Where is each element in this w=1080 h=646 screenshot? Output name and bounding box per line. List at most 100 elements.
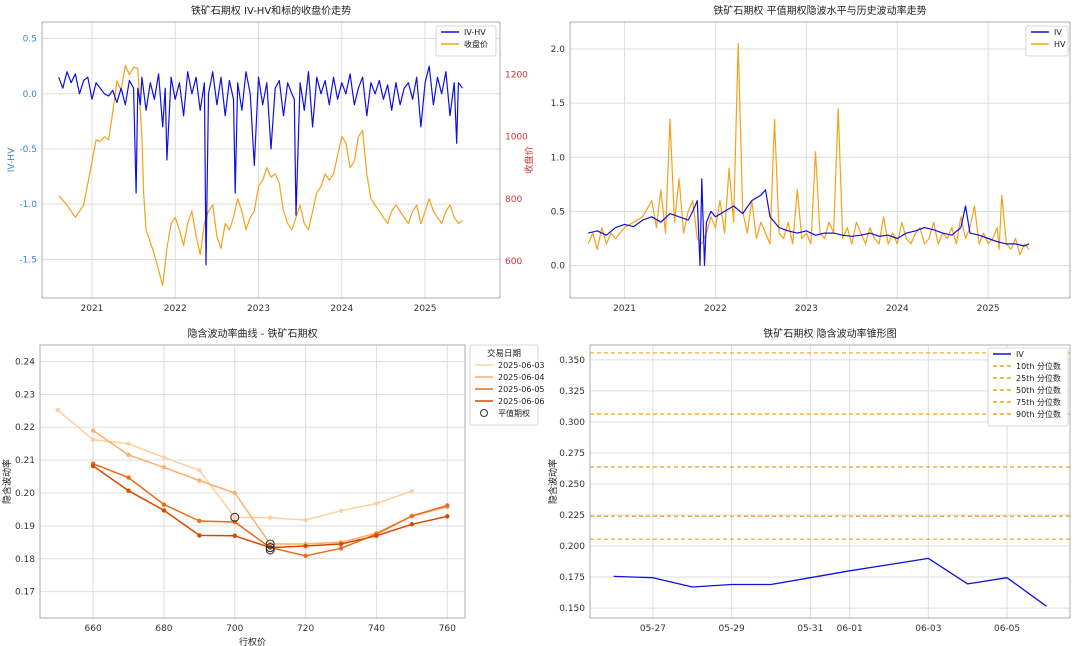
- legend-box: [1025, 25, 1069, 57]
- y-tick-label: 0.200: [559, 542, 585, 552]
- y-tick-label: 0.0: [23, 90, 38, 100]
- iv-smile-point: [232, 490, 237, 496]
- x-tick-label: 2024: [886, 304, 909, 314]
- iv-smile-point: [161, 502, 167, 507]
- iv-hv-close-chart: 2021 2022 2023 2024 2025 -1.5 -1.0 -0.5 0.0 0.5 铁矿…: [7, 4, 535, 314]
- y-right-axis-label: 收盘价: [523, 146, 535, 173]
- iv-cone-line: [613, 557, 1047, 607]
- legend-box: [987, 347, 1069, 427]
- legend-box: [435, 25, 497, 57]
- x-tick-label: 06-01: [837, 624, 863, 634]
- iv-smile-point: [197, 518, 202, 524]
- iv-smile-point: [374, 533, 379, 538]
- x-tick-label: 06-05: [994, 624, 1020, 634]
- y-tick-label: 0.5: [551, 207, 565, 217]
- x-tick-label: 2025: [414, 304, 437, 314]
- x-tick-label: 700: [226, 624, 243, 634]
- chart-title: 铁矿石期权 平值期权隐波水平与历史波动率走势: [713, 4, 926, 17]
- x-tick-label: 2022: [704, 304, 727, 314]
- atm-point: [265, 543, 275, 553]
- x-tick-label: 05-29: [719, 624, 745, 634]
- y-tick-label: 1.5: [551, 99, 565, 109]
- iv-smile-point: [197, 468, 202, 473]
- hv-line: [587, 42, 1030, 256]
- plot-area: [40, 345, 465, 618]
- iv-smile-point: [126, 475, 131, 480]
- y-tick-label: 0.225: [559, 511, 585, 521]
- iv-smile-point: [338, 508, 344, 513]
- iv-smile-point: [338, 541, 344, 547]
- y-right-tick-label: 1000: [505, 133, 528, 143]
- iv-smile-chart: 660 680 700 720 740 760 0.17 0.18 0.19 0.20 0.21 0.…: [1, 327, 545, 646]
- x-tick-label: 680: [155, 624, 172, 634]
- iv-cone-chart: 05-27 05-29 05-31 06-01 06-03 06-05 0.150 0.175…: [547, 327, 1071, 634]
- y-tick-label: -0.5: [19, 145, 37, 155]
- y-tick-label: 1.0: [551, 153, 566, 163]
- iv-smile-point: [232, 533, 237, 538]
- legend-marker: [480, 409, 488, 417]
- x-tick-label: 2023: [247, 304, 270, 314]
- iv-smile-point: [197, 478, 202, 483]
- atm-point: [230, 512, 240, 522]
- atm-point: [265, 545, 275, 555]
- x-tick-label: 06-03: [915, 624, 941, 634]
- iv-smile-point: [409, 488, 415, 494]
- y-tick-label: 0.5: [23, 35, 37, 45]
- plot-frame: [569, 21, 1071, 299]
- x-tick-label: 2022: [164, 304, 187, 314]
- legend-label: IV: [1054, 28, 1062, 37]
- legend-label: 50th 分位数: [1016, 385, 1061, 395]
- legend-label: 2025-06-05: [498, 385, 545, 394]
- legend-label: 90th 分位数: [1016, 409, 1061, 419]
- legend-label: 平值期权: [498, 408, 530, 418]
- close-price-line: [58, 64, 463, 287]
- legend-label: IV: [1016, 350, 1024, 359]
- plot-frame: [39, 344, 466, 619]
- iv-smile-point: [409, 522, 415, 527]
- legend-label: 2025-06-04: [498, 373, 545, 382]
- plot-frame: [589, 344, 1071, 619]
- chart-title: 隐含波动率曲线 - 铁矿石期权: [188, 327, 318, 340]
- iv-smile-point: [161, 455, 167, 460]
- x-tick-label: 2025: [977, 304, 1000, 314]
- plot-area: [42, 22, 500, 298]
- y-tick-label: 0.150: [559, 604, 585, 614]
- atm-iv-hv-chart: 2021 2022 2023 2024 2025 0.0 0.5 1.0 1.5 2.0 铁矿石期权…: [551, 4, 1071, 314]
- x-tick-label: 05-27: [640, 624, 666, 634]
- x-tick-label: 05-31: [797, 624, 823, 634]
- legend-label: 收盘价: [464, 39, 488, 49]
- x-tick-label: 2024: [330, 304, 353, 314]
- legend-label: 10th 分位数: [1016, 361, 1061, 371]
- iv-smile-point: [161, 508, 167, 513]
- y-axis-label: IV-HV: [7, 147, 17, 172]
- x-tick-label: 720: [297, 624, 314, 634]
- iv-smile-point: [303, 553, 308, 559]
- legend-label: HV: [1054, 40, 1066, 49]
- iv-smile-point: [268, 515, 273, 520]
- chart-title: 铁矿石期权 隐含波动率锥形图: [763, 327, 896, 340]
- iv-smile-point: [445, 503, 450, 508]
- iv-smile-point: [409, 513, 415, 519]
- y-tick-label: 0.23: [15, 390, 35, 400]
- y-tick-label: 0.18: [15, 555, 35, 565]
- legend-label: 2025-06-03: [498, 361, 545, 370]
- y-tick-label: 0.350: [559, 356, 585, 366]
- iv-smile-point: [338, 546, 344, 551]
- legend-label: 2025-06-06: [498, 397, 545, 406]
- x-tick-label: 2021: [613, 304, 636, 314]
- atm-point: [265, 539, 275, 549]
- y-tick-label: 0.300: [559, 418, 585, 428]
- y-right-tick-label: 1200: [505, 71, 528, 81]
- y-tick-label: 2.0: [551, 45, 566, 55]
- y-axis-label: 隐含波动率: [1, 459, 13, 504]
- iv-smile-point: [90, 437, 96, 442]
- iv-smile-point: [161, 465, 167, 470]
- x-tick-label: 2021: [81, 304, 104, 314]
- y-right-tick-label: 600: [505, 257, 522, 267]
- legend-label: 75th 分位数: [1016, 397, 1061, 407]
- x-axis-label: 行权价: [239, 636, 266, 646]
- iv-smile-point: [197, 533, 202, 538]
- iv-smile-point: [303, 517, 308, 523]
- y-tick-label: 0.19: [15, 522, 35, 532]
